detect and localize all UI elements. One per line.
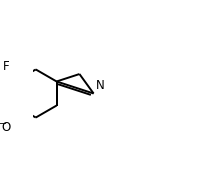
Text: O: O	[1, 121, 10, 134]
Text: −: −	[0, 119, 7, 129]
Text: F: F	[3, 60, 10, 73]
Text: N: N	[95, 79, 104, 92]
